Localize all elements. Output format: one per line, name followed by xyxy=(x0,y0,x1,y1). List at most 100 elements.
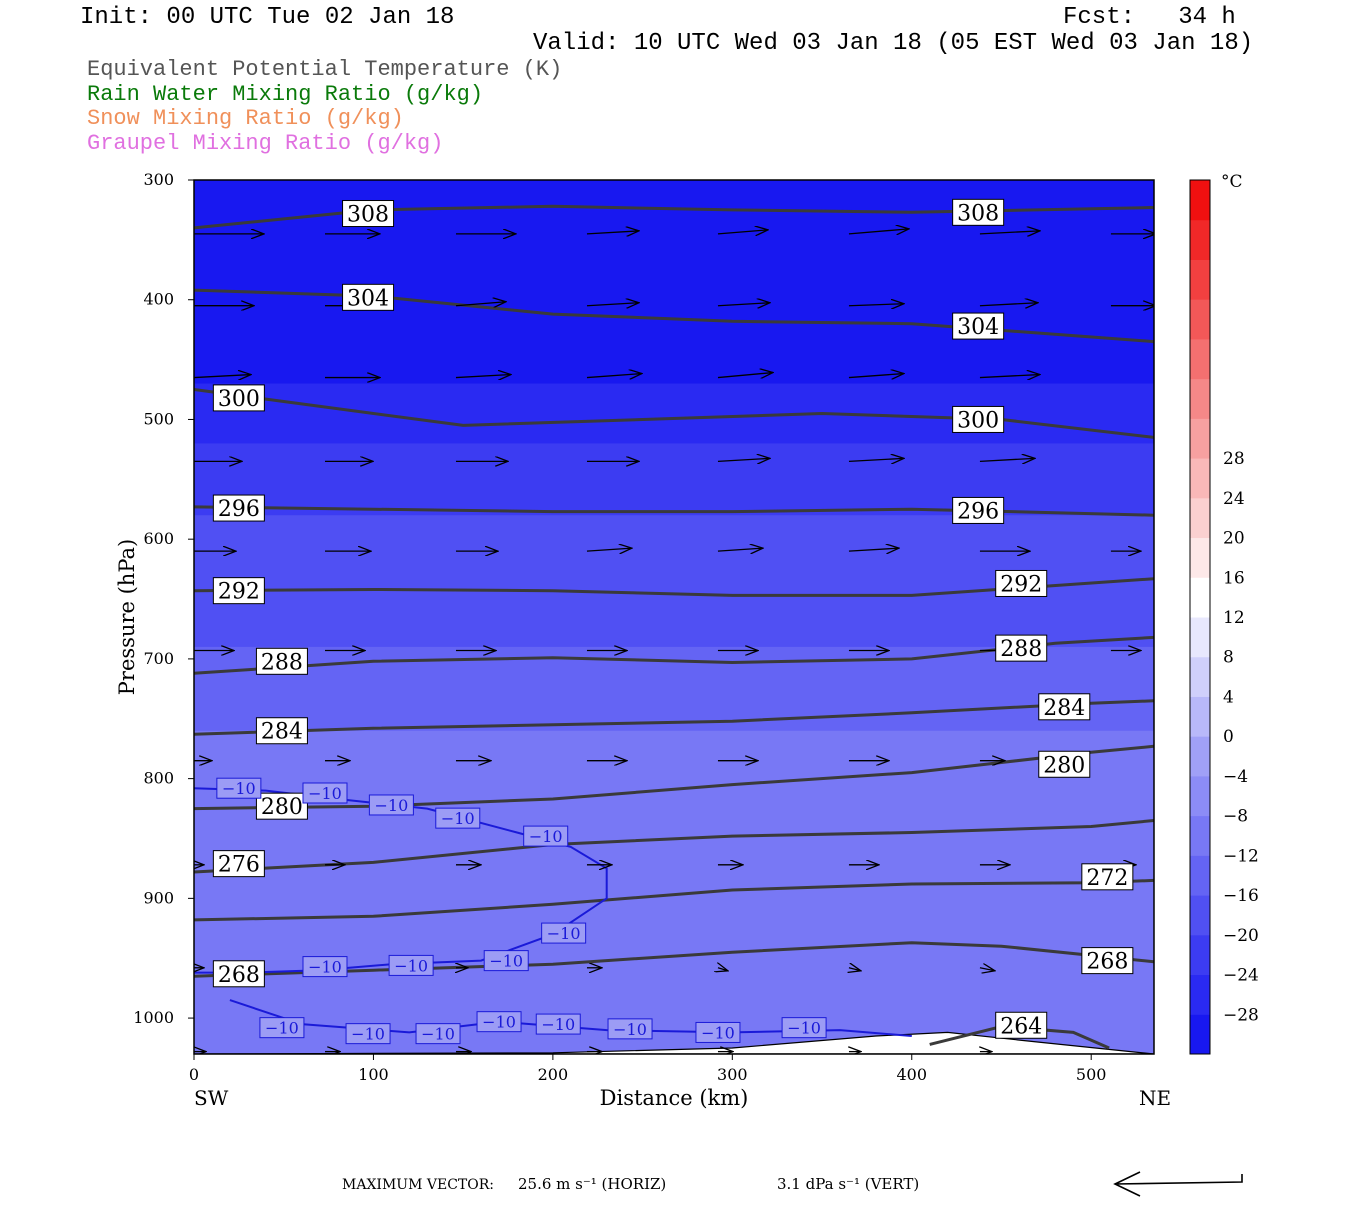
colorbar-unit: °C xyxy=(1221,172,1243,192)
temp-band-1 xyxy=(194,383,1154,445)
theta-e-label: 288 xyxy=(261,650,303,675)
y-tick-label: 400 xyxy=(143,290,174,309)
theta-e-label-box xyxy=(342,283,395,311)
colorbar-swatch xyxy=(1190,378,1210,419)
colorbar-tick-label: 20 xyxy=(1223,529,1245,549)
init-time: Init: 00 UTC Tue 02 Jan 18 xyxy=(80,4,455,31)
theta-e-label-box xyxy=(212,494,265,522)
wind-vector xyxy=(718,968,728,971)
theta-e-268 xyxy=(194,941,1154,978)
theta-e-label-box xyxy=(1081,863,1134,891)
theta-e-label: 296 xyxy=(957,499,999,524)
isotherm-label: −10 xyxy=(547,924,581,943)
wind-vector xyxy=(848,458,904,461)
temperature-fill xyxy=(194,180,1154,1054)
wind-vector xyxy=(979,303,1038,306)
colorbar-swatch xyxy=(1190,180,1210,221)
isotherm-label-box xyxy=(541,922,587,944)
legend-graupel: Graupel Mixing Ratio (g/kg) xyxy=(87,131,444,156)
x-tick-label: 0 xyxy=(189,1065,199,1084)
theta-e-label: 272 xyxy=(1086,866,1128,891)
wind-vector xyxy=(586,231,639,234)
legend-rain-water: Rain Water Mixing Ratio (g/kg) xyxy=(87,82,484,107)
valid-time: Valid: 10 UTC Wed 03 Jan 18 (05 EST Wed … xyxy=(533,30,1254,57)
isotherm-label-box xyxy=(216,777,262,799)
theta-e-label-box xyxy=(995,1011,1048,1039)
theta-e-label: 280 xyxy=(1043,753,1085,778)
legend-snow: Snow Mixing Ratio (g/kg) xyxy=(87,106,404,131)
theta-e-label: 284 xyxy=(1043,696,1085,721)
wind-vector xyxy=(979,458,1035,461)
x-tick-label: 100 xyxy=(358,1065,389,1084)
wind-vector xyxy=(848,374,904,378)
isotherm-label: −10 xyxy=(308,784,342,803)
isotherm-label-box xyxy=(302,956,348,978)
isotherm-label-box xyxy=(523,825,569,847)
terrain xyxy=(194,1031,1154,1054)
theta-e-label-box xyxy=(952,496,1005,524)
colorbar-frame xyxy=(1189,179,1211,1055)
y-tick-label: 800 xyxy=(143,769,174,788)
theta-e-label-box xyxy=(255,647,308,675)
isotherm-label: −10 xyxy=(489,952,523,971)
theta-e-label-box xyxy=(212,577,265,605)
colorbar-swatch xyxy=(1190,259,1210,300)
isotherm-label-box xyxy=(781,1017,827,1039)
isotherm-label: −10 xyxy=(441,809,475,828)
colorbar-swatch xyxy=(1190,537,1210,578)
colorbar-swatch xyxy=(1190,617,1210,658)
wind-vector xyxy=(586,303,639,306)
theta-e-label-box xyxy=(995,634,1048,662)
theta-e-label-box xyxy=(1081,947,1134,975)
theta-e-label-box xyxy=(1038,750,1091,778)
isotherm-label-box xyxy=(302,782,348,804)
isotherm-label: −10 xyxy=(701,1023,735,1042)
theta-e-label: 276 xyxy=(218,853,260,878)
contour-labels: 308 308 304 304 300 300 296 296 292 292 288 288 284 2… xyxy=(212,198,1134,1045)
isotherm-label-box xyxy=(607,1018,653,1040)
isotherm-label: −10 xyxy=(351,1025,385,1044)
x-axis-right-endpoint: NE xyxy=(1139,1086,1171,1110)
isotherm-label-box xyxy=(368,794,414,816)
isotherm-label: −10 xyxy=(421,1025,455,1044)
colorbar-tick-label: −16 xyxy=(1223,886,1259,906)
temp-band-2 xyxy=(194,443,1154,517)
colorbar-tick-label: −4 xyxy=(1223,767,1248,787)
max-vector-vert: 3.1 dPa s⁻¹ (VERT) xyxy=(777,1175,920,1193)
theta-e-label-box xyxy=(995,569,1048,597)
theta-e-label-box xyxy=(952,198,1005,226)
x-tick-label: 500 xyxy=(1076,1065,1107,1084)
wind-vector xyxy=(717,458,770,461)
colorbar-swatch xyxy=(1190,418,1210,459)
wind-vector xyxy=(979,375,1040,378)
colorbar-tick-label: 4 xyxy=(1223,687,1234,707)
y-tick-label: 900 xyxy=(143,888,174,907)
isotherm-label-box xyxy=(535,1013,581,1035)
wind-vectors xyxy=(194,229,1154,1052)
colorbar-swatch xyxy=(1190,338,1210,380)
theta-e-label: 308 xyxy=(957,201,999,226)
max-vector-horiz: 25.6 m s⁻¹ (HORIZ) xyxy=(518,1175,667,1193)
theta-e-label: 268 xyxy=(1086,950,1128,975)
colorbar-tick-label: 24 xyxy=(1223,489,1245,509)
theta-e-label: 308 xyxy=(347,203,389,228)
temp-band-4 xyxy=(194,587,1154,648)
colorbar-tick-label: 28 xyxy=(1223,449,1245,469)
theta-e-label-box xyxy=(212,850,265,878)
colorbar-swatch xyxy=(1190,974,1210,1015)
axes: 300 400 500 600 700 800 900 1000 0 100 200 300 400 50… xyxy=(115,170,1171,1110)
colorbar-swatch xyxy=(1190,696,1210,737)
isotherm-label-box xyxy=(345,1023,391,1045)
theta-e-label: 284 xyxy=(261,720,303,745)
wind-vector xyxy=(717,373,773,378)
wind-vector xyxy=(455,375,511,378)
theta-e-label-box xyxy=(255,717,308,745)
theta-e-292 xyxy=(194,577,1154,597)
reference-vector-arrow xyxy=(1113,1171,1243,1197)
colorbar-tick-label: 8 xyxy=(1223,648,1234,668)
theta-e-label-box xyxy=(212,384,265,412)
wind-vector xyxy=(717,230,768,234)
y-tick-label: 500 xyxy=(143,409,174,428)
theta-e-276 xyxy=(194,819,1154,874)
